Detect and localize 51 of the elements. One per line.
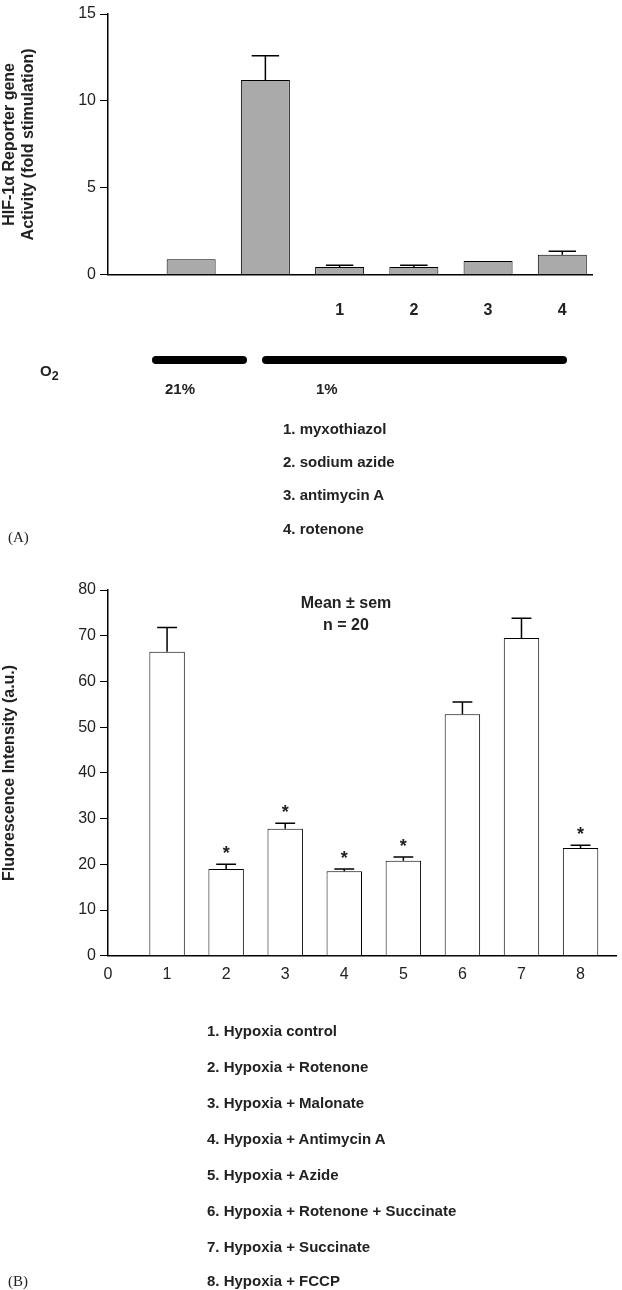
y-tick-label: 15 bbox=[78, 4, 97, 22]
text: 2. Hypoxia + Rotenone bbox=[207, 1058, 369, 1076]
x-tick-label: 3 bbox=[280, 964, 290, 982]
y-tick-label: 20 bbox=[78, 854, 97, 872]
annotation: * bbox=[340, 847, 348, 868]
x-tick-label: 2 bbox=[409, 300, 419, 318]
y-axis-title: Fluorescence Intensity (a.u.) bbox=[0, 664, 18, 881]
y-tick-label: 70 bbox=[78, 626, 97, 644]
y-tick-label: 80 bbox=[78, 580, 97, 598]
text: 3. antimycin A bbox=[283, 486, 385, 504]
x-tick-label: 8 bbox=[576, 964, 586, 982]
annotation: * bbox=[399, 836, 407, 856]
y-tick-label: 40 bbox=[78, 763, 97, 781]
y-tick-label: 10 bbox=[78, 900, 97, 918]
text: 4. rotenone bbox=[283, 520, 364, 538]
text: 8. Hypoxia + FCCP bbox=[207, 1272, 340, 1290]
x-tick-label: 0 bbox=[103, 964, 113, 982]
x-tick-label: 6 bbox=[457, 964, 467, 982]
y-tick-label: 30 bbox=[78, 809, 97, 827]
text: 1. myxothiazol bbox=[283, 420, 387, 438]
text: 3. Hypoxia + Malonate bbox=[207, 1094, 365, 1112]
y-tick-label: 0 bbox=[87, 946, 97, 964]
text: Mean ± sem n = 20 bbox=[300, 594, 392, 634]
text: 2. sodium azide bbox=[283, 453, 395, 471]
text: 5. Hypoxia + Azide bbox=[207, 1166, 339, 1184]
text: (B) bbox=[8, 1272, 28, 1290]
x-tick-label: 3 bbox=[483, 300, 493, 318]
text: 1. Hypoxia control bbox=[207, 1022, 338, 1040]
text: 4. Hypoxia + Antimycin A bbox=[207, 1130, 386, 1148]
text: O$_{2}$ bbox=[40, 362, 59, 385]
y-tick-label: 10 bbox=[78, 91, 97, 109]
y-tick-label: 50 bbox=[78, 717, 97, 735]
annotation: * bbox=[222, 843, 230, 864]
x-tick-label: 2 bbox=[221, 964, 231, 982]
text: 7. Hypoxia + Succinate bbox=[207, 1238, 370, 1256]
x-tick-label: 7 bbox=[517, 964, 527, 982]
x-tick-label: 5 bbox=[398, 964, 408, 982]
y-tick-label: 0 bbox=[87, 265, 97, 283]
y-tick-label: 60 bbox=[78, 671, 97, 689]
text: 21% bbox=[165, 380, 196, 398]
y-tick-label: 5 bbox=[87, 178, 97, 196]
y-axis-title: HIF-1α Reporter gene Activity (fold stimulation) bbox=[0, 48, 37, 241]
text: (A) bbox=[8, 528, 29, 546]
text: 6. Hypoxia + Rotenone + Succinate bbox=[207, 1202, 457, 1220]
text: 1% bbox=[316, 380, 338, 398]
x-tick-label: 4 bbox=[339, 964, 349, 982]
x-tick-label: 1 bbox=[335, 300, 345, 318]
x-tick-label: 4 bbox=[557, 300, 567, 318]
annotation: * bbox=[577, 824, 585, 845]
x-tick-label: 1 bbox=[162, 964, 172, 982]
annotation: * bbox=[281, 802, 289, 823]
